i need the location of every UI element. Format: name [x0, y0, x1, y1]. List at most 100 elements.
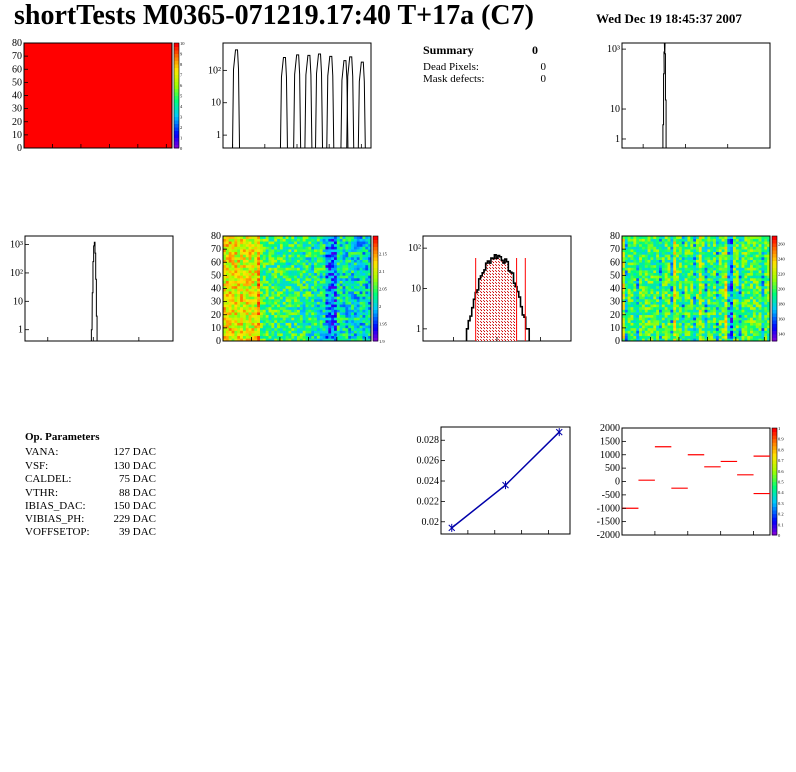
heatmap-cell [633, 327, 637, 331]
heatmap-cell [684, 267, 688, 271]
heatmap-cell [282, 309, 286, 313]
heatmap-cell [718, 243, 722, 247]
heatmap-cell [322, 285, 326, 289]
heatmap-cell [730, 312, 734, 316]
heatmap-cell [356, 249, 360, 253]
heatmap-cell [265, 291, 269, 295]
heatmap-cell [644, 241, 648, 245]
heatmap-cell [308, 236, 312, 239]
heatmap-cell [245, 338, 249, 342]
heatmap-cell [659, 259, 663, 263]
heatmap-cell [308, 327, 312, 331]
heatmap-cell [633, 254, 637, 258]
heatmap-cell [641, 257, 646, 260]
heatmap-cell [294, 251, 298, 255]
heatmap-cell [664, 299, 668, 302]
heatmap-cell [362, 306, 366, 310]
heatmap-cell [351, 270, 355, 274]
heatmap-cell [661, 241, 665, 245]
heatmap-cell [747, 243, 751, 247]
heatmap-cell [311, 322, 315, 326]
heatmap-cell [630, 275, 634, 279]
heatmap-cell [262, 330, 266, 334]
heatmap-cell [727, 333, 731, 337]
heatmap-cell [676, 275, 680, 279]
heatmap-cell [752, 267, 757, 271]
heatmap-cell [755, 267, 759, 271]
heatmap-cell [274, 306, 278, 310]
heatmap-cell [690, 270, 694, 274]
heatmap-cell [314, 236, 318, 239]
heatmap-cell [764, 304, 768, 308]
heatmap-cell [342, 304, 346, 308]
heatmap-cell [627, 236, 631, 239]
heatmap-cell [684, 304, 688, 308]
heatmap-cell [710, 259, 714, 263]
heatmap-cell [302, 291, 306, 295]
heatmap-cell [636, 317, 640, 321]
heatmap-cell [622, 338, 626, 342]
heatmap-cell [245, 259, 249, 263]
heatmap-cell [624, 304, 628, 308]
heatmap-cell [744, 267, 748, 271]
heatmap-cell [727, 238, 731, 242]
heatmap-cell [260, 236, 264, 239]
heatmap-cell [670, 246, 674, 250]
heatmap-cell [752, 304, 757, 308]
heatmap-cell [268, 301, 272, 305]
heatmap-cell [251, 267, 255, 271]
heatmap-cell [316, 335, 321, 339]
heatmap-cell [647, 283, 651, 287]
heatmap-cell [225, 335, 229, 339]
heatmap-cell [223, 304, 227, 308]
heatmap-cell [260, 327, 264, 331]
heatmap-cell [353, 330, 358, 334]
heatmap-cell [348, 254, 352, 258]
heatmap-cell [223, 288, 227, 292]
heatmap-cell [282, 254, 286, 258]
heatmap-cell [305, 249, 309, 253]
heatmap-cell [319, 275, 323, 279]
heatmap-cell [650, 270, 654, 274]
heatmap-cell [661, 246, 665, 250]
heatmap-cell [251, 299, 255, 302]
heatmap-cell [348, 299, 352, 302]
heatmap-cell [647, 338, 651, 342]
heatmap-cell [277, 267, 281, 271]
heatmap-cell [291, 291, 295, 295]
heatmap-cell [288, 278, 292, 281]
heatmap-cell [348, 312, 352, 316]
heatmap-cell [673, 251, 677, 255]
heatmap-cell [661, 280, 665, 284]
heatmap-cell [727, 327, 731, 331]
heatmap-cell [684, 330, 688, 334]
heatmap-cell [710, 288, 714, 292]
heatmap-cell [718, 304, 722, 308]
heatmap-cell [294, 299, 298, 302]
y-tick-label: 10² [10, 268, 23, 279]
heatmap-cell [356, 243, 360, 247]
heatmap-cell [673, 338, 677, 342]
heatmap-cell [678, 320, 683, 323]
heatmap-cell [678, 243, 683, 247]
heatmap-cell [308, 267, 312, 271]
heatmap-cell [647, 296, 651, 300]
heatmap-cell [248, 251, 252, 255]
heatmap-cell [761, 288, 765, 292]
heatmap-cell [351, 306, 355, 310]
heatmap-cell [673, 283, 677, 287]
heatmap-cell [622, 288, 626, 292]
heatmap-cell [311, 270, 315, 274]
heatmap-cell [279, 241, 284, 245]
heatmap-cell [328, 254, 332, 258]
heatmap-cell [285, 327, 289, 331]
heatmap-cell [690, 304, 694, 308]
heatmap-cell [653, 299, 657, 302]
heatmap-cell [319, 264, 323, 268]
heatmap-cell [251, 322, 255, 326]
heatmap-cell [727, 270, 731, 274]
heatmap-cell [758, 241, 762, 245]
heatmap-cell [764, 309, 768, 313]
heatmap-cell [713, 246, 717, 250]
heatmap-cell [704, 306, 708, 310]
